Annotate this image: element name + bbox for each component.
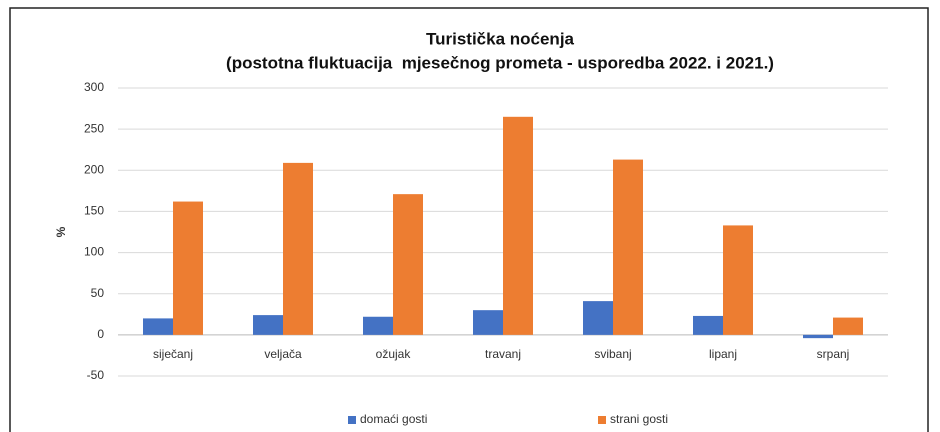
y-tick-label: 150 (84, 204, 104, 218)
y-tick-label: 50 (91, 286, 105, 300)
x-tick-label: svibanj (594, 347, 631, 361)
bar (363, 316, 393, 335)
legend-swatch (598, 416, 606, 424)
bar (583, 301, 613, 335)
bar (393, 194, 423, 335)
y-tick-label: 100 (84, 245, 104, 259)
chart-border (9, 7, 929, 432)
x-tick-label: lipanj (709, 347, 737, 361)
y-tick-label: 250 (84, 121, 104, 135)
x-tick-label: ožujak (376, 347, 412, 361)
y-axis-label: % (54, 226, 68, 237)
x-tick-label: veljača (264, 347, 302, 361)
legend-swatch (348, 416, 356, 424)
y-tick-label: 0 (97, 327, 104, 341)
x-tick-label: travanj (485, 347, 521, 361)
bar (253, 315, 283, 335)
bar (283, 162, 313, 335)
bar (613, 159, 643, 335)
legend-label: domaći gosti (360, 412, 427, 426)
bar (803, 334, 833, 339)
y-tick-label: 300 (84, 80, 104, 94)
bar (693, 315, 723, 335)
chart-subtitle: (postotna fluktuacija mjesečnog prometa … (226, 53, 774, 72)
bar (173, 201, 203, 335)
bar (833, 317, 863, 335)
bar (503, 116, 533, 335)
bar (723, 225, 753, 335)
y-tick-label: -50 (87, 368, 105, 382)
y-tick-label: 200 (84, 162, 104, 176)
bar (143, 318, 173, 335)
chart-title: Turistička noćenja (426, 29, 575, 48)
x-tick-label: srpanj (817, 347, 850, 361)
x-tick-label: siječanj (153, 347, 193, 361)
legend-label: strani gosti (610, 412, 668, 426)
bar (473, 310, 503, 335)
